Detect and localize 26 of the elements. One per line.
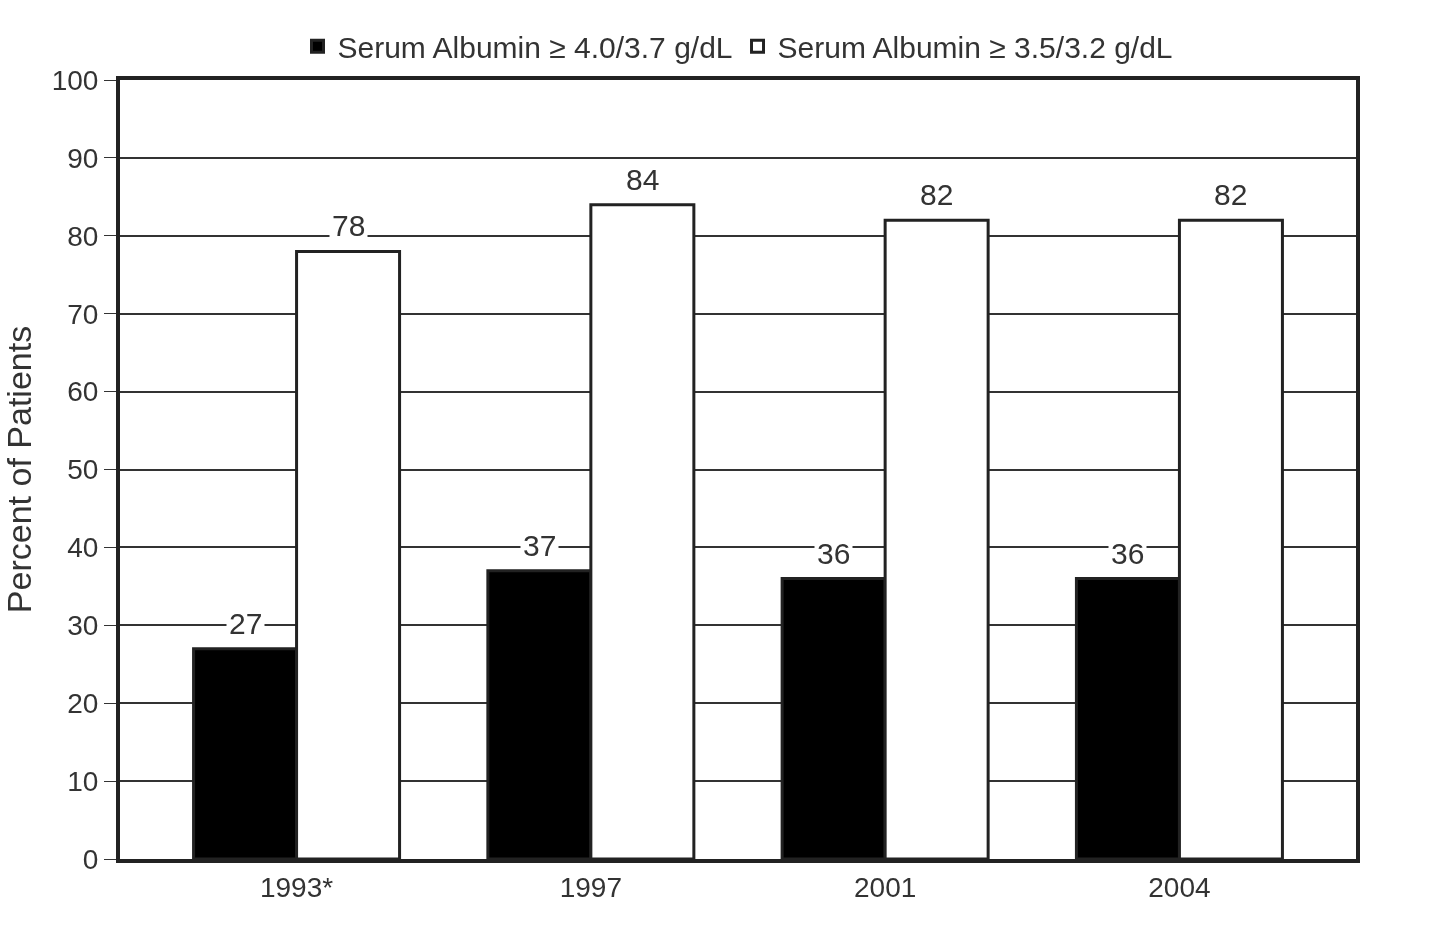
data-label: 82 bbox=[920, 178, 954, 211]
y-tick-label: 80 bbox=[67, 220, 99, 252]
data-label: 36 bbox=[817, 537, 851, 570]
y-tick-label: 70 bbox=[67, 298, 99, 330]
y-tick-label: 90 bbox=[67, 142, 99, 174]
x-tick-label: 2001 bbox=[853, 871, 917, 903]
data-label: 36 bbox=[1111, 537, 1145, 570]
data-label: 27 bbox=[229, 607, 263, 640]
y-tick-label: 20 bbox=[67, 688, 99, 719]
legend-label: Serum Albumin ≥ 4.0/3.7 g/dL bbox=[337, 30, 733, 64]
legend-label: Serum Albumin ≥ 3.5/3.2 g/dL bbox=[777, 30, 1173, 64]
data-label: 37 bbox=[523, 529, 557, 562]
data-label: 82 bbox=[1214, 178, 1248, 211]
y-axis-title: Percent of Patients bbox=[0, 325, 38, 614]
y-tick-label: 30 bbox=[67, 610, 99, 642]
y-tick-label: 100 bbox=[51, 64, 99, 96]
data-label: 78 bbox=[332, 209, 366, 242]
y-tick-label: 50 bbox=[67, 454, 99, 486]
x-tick-label: 1993* bbox=[259, 871, 334, 903]
y-tick-label: 60 bbox=[67, 376, 99, 408]
y-tick-label: 0 bbox=[82, 843, 99, 875]
data-label: 84 bbox=[626, 163, 660, 196]
x-tick-label: 1997 bbox=[559, 871, 623, 903]
y-tick-label: 40 bbox=[67, 532, 99, 564]
x-tick-label: 2004 bbox=[1148, 871, 1211, 903]
y-tick-label: 10 bbox=[67, 765, 99, 797]
